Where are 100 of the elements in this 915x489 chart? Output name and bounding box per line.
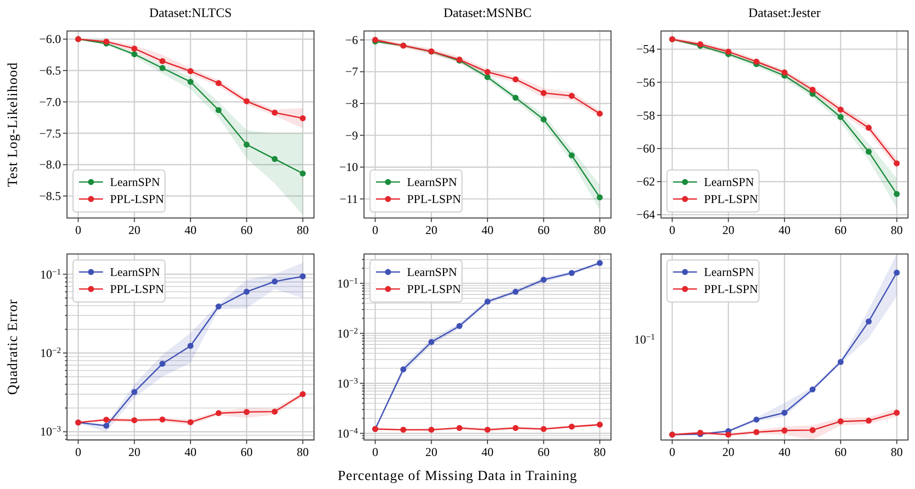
x-tick-label: 60: [834, 223, 847, 237]
point: [782, 69, 788, 76]
point: [725, 48, 732, 55]
chart-title: Dataset:MSNBC: [443, 5, 532, 20]
chart-title: Dataset:NLTCS: [149, 5, 232, 20]
y-tick-label: −10: [339, 160, 358, 174]
point: [540, 90, 547, 96]
x-tick-label: 0: [669, 445, 676, 459]
point: [188, 342, 194, 349]
y-tick-label: −7.5: [39, 126, 61, 140]
y-tick-label: −6: [345, 32, 358, 47]
x-tick-label: 20: [128, 223, 140, 237]
y-tick-label: −8.5: [39, 189, 61, 204]
point: [753, 416, 760, 423]
point: [484, 69, 490, 76]
legend-label: LearnSPN: [110, 175, 160, 189]
point: [512, 288, 519, 295]
point: [782, 427, 788, 434]
x-tick-label: 20: [128, 445, 140, 459]
point: [244, 409, 250, 416]
point: [512, 76, 519, 82]
point: [484, 74, 490, 80]
point: [568, 424, 575, 430]
y-tick-label: −60: [636, 141, 655, 156]
point: [894, 191, 900, 198]
x-tick-label: 80: [890, 223, 903, 237]
point: [188, 419, 194, 426]
point: [244, 288, 250, 295]
y-tick-label: 10$^{−2}$: [40, 346, 61, 360]
x-tick-label: 20: [722, 445, 734, 459]
y-tick-label: −6.5: [39, 64, 61, 78]
point: [272, 110, 278, 116]
y-tick-label: −58: [636, 108, 655, 122]
legend-label: LearnSPN: [704, 265, 754, 279]
legend-label: PPL-LSPN: [704, 282, 758, 296]
x-tick-label: 80: [890, 445, 903, 459]
point: [596, 110, 603, 117]
point: [725, 432, 732, 438]
legend-label: PPL-LSPN: [407, 192, 462, 206]
point: [596, 260, 603, 266]
y-tick-label: −62: [636, 174, 655, 189]
point: [159, 65, 166, 72]
x-tick-label: 60: [538, 445, 550, 459]
point: [428, 339, 434, 346]
point: [838, 418, 844, 424]
x-tick-label: 80: [296, 445, 309, 459]
point: [568, 270, 575, 276]
x-tick-label: 20: [722, 223, 734, 237]
point: [428, 426, 434, 433]
x-tick-label: 60: [538, 223, 550, 237]
y-tick-label: 10$^{−3}$: [337, 376, 358, 390]
point: [103, 422, 110, 429]
legend-label: LearnSPN: [110, 265, 160, 279]
point: [568, 92, 575, 99]
point: [810, 86, 816, 93]
point: [188, 68, 194, 74]
point: [540, 276, 547, 283]
point: [866, 148, 872, 155]
point: [838, 106, 844, 113]
point: [244, 98, 250, 104]
point: [866, 418, 872, 424]
point: [810, 386, 816, 392]
point: [131, 46, 138, 52]
y-tick-label: −7: [345, 64, 358, 79]
y-tick-label: −7.0: [39, 94, 61, 109]
y-axis-title: Quadratic Error: [6, 299, 21, 395]
point: [103, 416, 110, 423]
x-tick-label: 20: [425, 223, 438, 237]
point: [540, 116, 547, 122]
point: [456, 424, 462, 431]
legend-label: LearnSPN: [407, 175, 458, 189]
point: [272, 408, 278, 415]
point: [131, 388, 138, 395]
point: [568, 152, 575, 158]
point: [894, 270, 900, 276]
y-tick-label: 10$^{−3}$: [40, 424, 61, 439]
point: [300, 115, 306, 122]
point: [596, 422, 603, 428]
x-tick-label: 40: [482, 445, 494, 459]
point: [131, 51, 138, 58]
point: [300, 170, 306, 176]
point: [810, 427, 816, 434]
point: [866, 124, 872, 131]
x-tick-label: 0: [372, 223, 378, 237]
point: [838, 358, 844, 365]
legend-label: PPL-LSPN: [110, 282, 164, 296]
point: [894, 160, 900, 166]
y-tick-label: −9: [345, 128, 358, 142]
point: [753, 58, 760, 65]
legend-label: PPL-LSPN: [110, 192, 164, 206]
point: [300, 273, 306, 280]
x-tick-label: 40: [184, 445, 196, 459]
point: [400, 366, 406, 372]
x-tick-label: 0: [75, 445, 82, 459]
x-tick-label: 40: [184, 223, 196, 237]
x-tick-label: 40: [482, 223, 494, 237]
y-tick-label: −64: [636, 208, 655, 222]
y-tick-label: 10$^{−1}$: [40, 266, 61, 282]
point: [216, 410, 222, 416]
point: [272, 278, 278, 284]
